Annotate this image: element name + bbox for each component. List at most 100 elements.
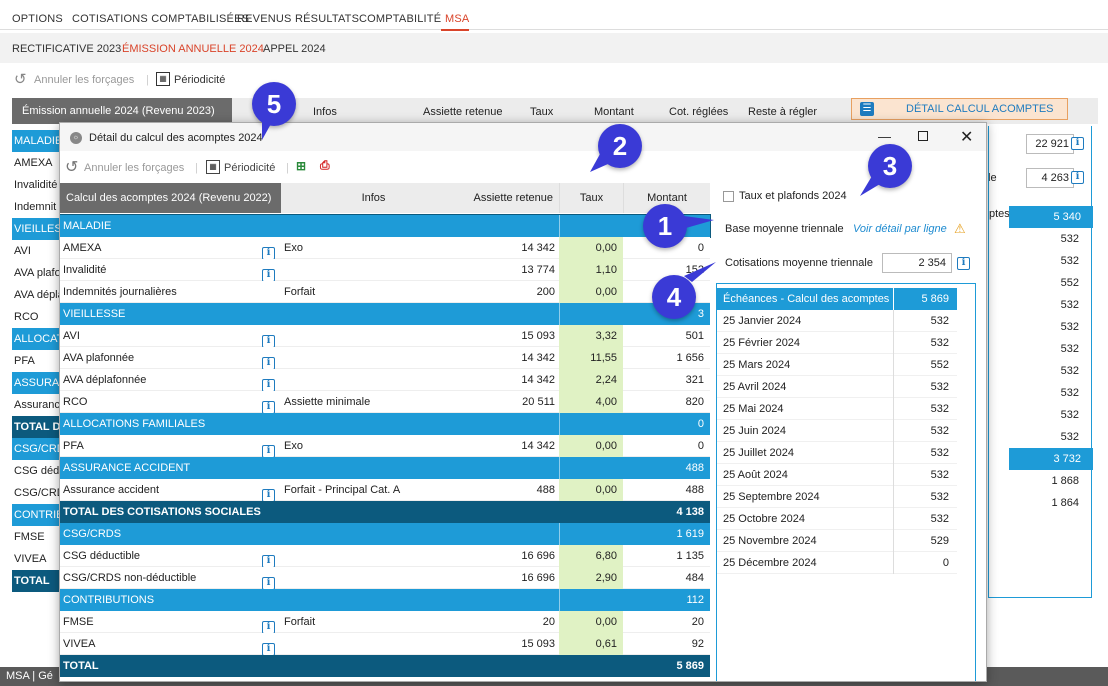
nav-resultats[interactable]: RÉSULTATS	[295, 13, 360, 25]
row-taux[interactable]: 0,00	[559, 237, 623, 259]
echeance-amount: 532	[930, 513, 949, 525]
row-montant: 488	[685, 462, 704, 474]
row-infos: Assiette minimale	[284, 396, 371, 408]
callout-5: 5	[252, 82, 296, 126]
minimize-icon[interactable]: —	[878, 129, 891, 144]
echeance-date: 25 Novembre 2024	[723, 535, 817, 547]
bg-row: AVI	[14, 245, 31, 257]
table-row: TOTAL 5 869	[60, 655, 710, 677]
row-montant: 1 619	[676, 528, 704, 540]
echeances-total: 5 869	[921, 293, 949, 305]
row-assiette: 14 342	[521, 374, 555, 386]
row-label: PFA	[63, 440, 84, 452]
row-assiette: 14 342	[521, 242, 555, 254]
calendar-icon: ▦	[206, 160, 220, 174]
base-moyenne-label: Base moyenne triennale	[725, 223, 844, 235]
info-icon[interactable]: i	[957, 257, 970, 270]
echeance-date: 25 Octobre 2024	[723, 513, 805, 525]
row-label: CSG/CRDS non-déductible	[63, 572, 197, 584]
row-taux[interactable]: 3,32	[559, 325, 623, 347]
bg-right-value: 532	[1060, 233, 1079, 245]
cancel-overrides-button[interactable]: Annuler les forçages	[34, 74, 135, 86]
row-taux[interactable]: 4,00	[559, 391, 623, 413]
table-row: CSG/CRDS 1 619	[60, 523, 710, 545]
info-icon[interactable]: i	[1071, 171, 1084, 184]
detail-calcul-modal: ☼ Détail du calcul des acomptes 2024 — ✕…	[59, 122, 987, 682]
row-assiette: 16 696	[521, 572, 555, 584]
echeance-date: 25 Décembre 2024	[723, 557, 817, 569]
info-icon[interactable]: i	[262, 489, 275, 502]
row-taux[interactable]: 2,90	[559, 567, 623, 589]
info-icon[interactable]: i	[1071, 137, 1084, 150]
echeance-date: 25 Août 2024	[723, 469, 788, 481]
echeance-date: 25 Mai 2024	[723, 403, 784, 415]
row-taux[interactable]: 0,00	[559, 611, 623, 633]
warning-icon: ⚠	[954, 221, 966, 236]
echeance-amount: 532	[930, 403, 949, 415]
tab-emission-annuelle[interactable]: ÉMISSION ANNUELLE 2024	[122, 43, 264, 55]
excel-export-icon[interactable]: ⊞	[296, 159, 307, 173]
detail-button-label: DÉTAIL CALCUL ACOMPTES	[906, 103, 1054, 115]
table-row: VIEILLESSE 3	[60, 303, 710, 325]
detail-calcul-acomptes-button[interactable]: ☰ DÉTAIL CALCUL ACOMPTES	[851, 98, 1068, 120]
echeance-row: 25 Mai 2024 532	[717, 398, 957, 420]
voir-detail-link[interactable]: Voir détail par ligne	[853, 223, 947, 235]
nav-revenus[interactable]: REVENUS	[237, 13, 292, 25]
periodicite-button[interactable]: Périodicité	[174, 74, 226, 86]
info-icon[interactable]: i	[262, 357, 275, 370]
list-icon: ☰	[860, 102, 874, 116]
tab-appel[interactable]: APPEL 2024	[263, 43, 326, 55]
bg-row: VIEILLESSE	[12, 218, 62, 240]
row-taux[interactable]: 0,00	[559, 479, 623, 501]
row-taux[interactable]: 2,24	[559, 369, 623, 391]
nav-comptabilite[interactable]: COMPTABILITÉ	[359, 13, 442, 25]
echeance-amount: 0	[942, 557, 949, 569]
tab-rectificative[interactable]: RECTIFICATIVE 2023	[12, 43, 122, 55]
row-label: MALADIE	[63, 220, 112, 232]
table-row: VIVEA i 15 093 0,61 92	[60, 633, 710, 656]
row-taux[interactable]: 6,80	[559, 545, 623, 567]
bg-right-value: 532	[1060, 321, 1079, 333]
row-taux[interactable]: 0,61	[559, 633, 623, 655]
row-montant: 3	[697, 308, 704, 320]
bg-row: AVA dépla	[14, 289, 62, 301]
row-assiette: 14 342	[521, 352, 555, 364]
row-taux[interactable]: 0,00	[559, 435, 623, 457]
row-taux[interactable]: 0,00	[559, 281, 623, 303]
row-assiette: 200	[536, 286, 555, 298]
close-icon[interactable]: ✕	[960, 129, 974, 146]
bg-row: CSG dédu	[14, 465, 62, 477]
nav-options[interactable]: OPTIONS	[12, 13, 63, 25]
maximize-icon[interactable]	[918, 131, 928, 141]
modal-title: Détail du calcul des acomptes 2024	[89, 132, 263, 144]
row-taux[interactable]: 11,55	[559, 347, 623, 369]
bg-right-blue: 3 732	[1009, 448, 1093, 470]
row-taux[interactable]: 1,10	[559, 259, 623, 281]
echeance-amount: 532	[930, 337, 949, 349]
divider	[893, 288, 894, 310]
row-montant: 321	[685, 374, 704, 386]
bg-row: Assurance	[14, 399, 62, 411]
table-row: AVI i 15 093 3,32 501	[60, 325, 710, 348]
pdf-export-icon[interactable]: ⎙	[320, 158, 330, 172]
bg-input-1[interactable]: 22 921	[1026, 134, 1074, 154]
row-montant: 0	[697, 242, 704, 254]
row-montant: 20	[691, 616, 704, 628]
bg-row: RCO	[14, 311, 39, 323]
bg-right-value: 532	[1060, 409, 1079, 421]
row-assiette: 20	[542, 616, 555, 628]
row-montant: 0	[697, 440, 704, 452]
row-assiette: 16 696	[521, 550, 555, 562]
cotisations-moyenne-input[interactable]: 2 354	[882, 253, 952, 273]
nav-msa[interactable]: MSA	[445, 13, 470, 25]
nav-cotisations[interactable]: COTISATIONS COMPTABILISÉES	[72, 13, 250, 25]
undo-icon: ↺	[14, 71, 27, 88]
col-header-infos: Infos	[281, 183, 466, 213]
echeance-amount: 532	[930, 315, 949, 327]
side-panel: Taux et plafonds 2024 Base moyenne trien…	[715, 181, 986, 681]
cancel-overrides-button[interactable]: Annuler les forçages	[84, 162, 185, 174]
periodicite-button[interactable]: Périodicité	[224, 162, 276, 174]
bg-row: ALLOCATI	[12, 328, 62, 350]
header-taux: Taux	[530, 106, 554, 118]
taux-plafonds-checkbox[interactable]	[723, 191, 734, 202]
